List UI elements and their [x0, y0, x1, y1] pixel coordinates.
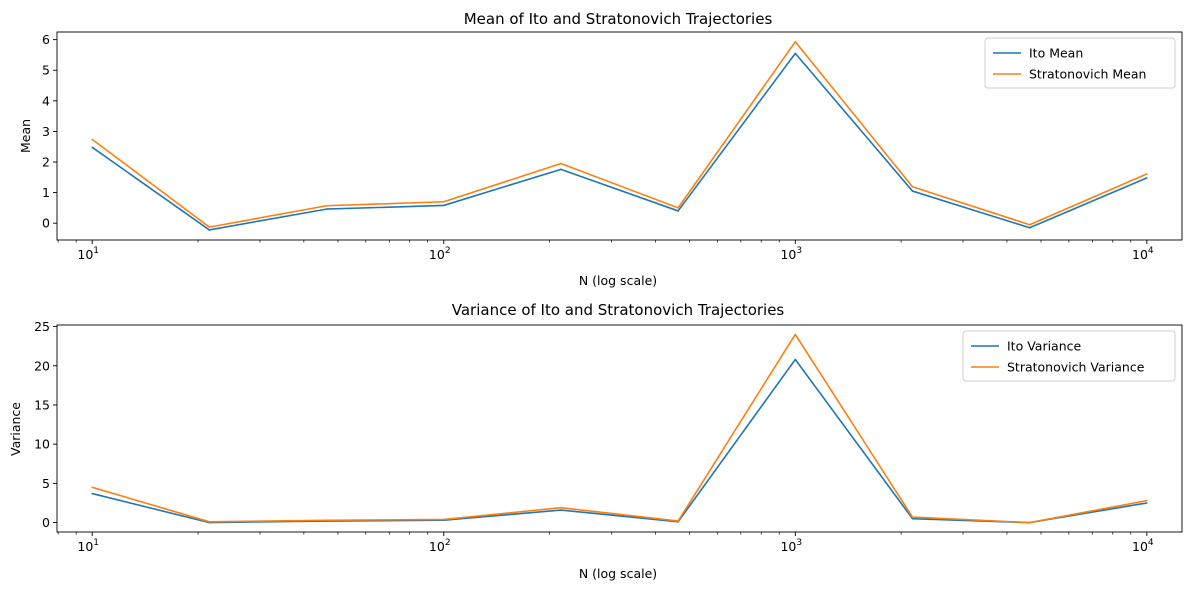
- variance-x-tick-label: 101: [77, 538, 99, 554]
- mean-x-tick-label: 102: [429, 246, 451, 262]
- mean-y-tick-label: 6: [42, 32, 50, 47]
- mean-series-line-1: [91, 40, 1148, 228]
- mean-legend-label: Stratonovich Mean: [1029, 67, 1146, 82]
- variance-x-axis-label: N (log scale): [579, 566, 657, 581]
- variance-data-point: [91, 486, 94, 489]
- variance-x-tick-label: 104: [1132, 538, 1154, 554]
- variance-legend-label: Ito Variance: [1007, 339, 1082, 354]
- mean-data-point: [560, 162, 562, 165]
- mean-axes-frame: [56, 31, 1183, 241]
- mean-y-tick-label: 3: [42, 124, 50, 139]
- variance-data-point: [677, 520, 679, 522]
- mean-data-point: [1028, 226, 1031, 229]
- variance-y-tick-label: 25: [34, 319, 50, 334]
- mean-data-point: [442, 200, 445, 203]
- variance-subplot: Variance of Ito and Stratonovich Traject…: [8, 301, 1183, 581]
- variance-data-point: [1146, 502, 1148, 504]
- variance-data-point: [1028, 521, 1031, 524]
- mean-x-tick-label: 103: [780, 246, 802, 262]
- variance-axes-frame: [56, 324, 1183, 533]
- mean-data-point: [1146, 177, 1148, 179]
- mean-y-tick-label: 2: [42, 155, 50, 170]
- variance-legend-label: Stratonovich Variance: [1007, 360, 1145, 375]
- mean-x-tick-label: 101: [77, 246, 99, 262]
- mean-data-point: [442, 204, 445, 207]
- variance-series-line-1: [91, 333, 1147, 524]
- variance-data-point: [911, 516, 914, 518]
- mean-series-line-0: [91, 52, 1148, 231]
- variance-data-point: [442, 518, 445, 521]
- mean-data-point: [208, 226, 211, 228]
- mean-data-point: [325, 204, 328, 207]
- mean-x-tick-label: 104: [1132, 246, 1154, 262]
- variance-y-tick-label: 0: [42, 515, 50, 530]
- mean-y-tick-label: 5: [42, 63, 50, 78]
- variance-legend: [962, 330, 1176, 382]
- mean-y-tick-label: 1: [42, 185, 50, 200]
- variance-data-point: [794, 333, 797, 336]
- variance-data-point: [560, 506, 562, 509]
- mean-data-point: [794, 52, 797, 55]
- variance-data-point: [1146, 499, 1148, 502]
- variance-data-point: [91, 492, 94, 495]
- mean-legend-label: Ito Mean: [1029, 46, 1083, 61]
- variance-y-tick-label: 5: [42, 476, 50, 491]
- mean-y-tick-label: 4: [42, 93, 50, 108]
- mean-data-point: [325, 208, 328, 210]
- mean-x-axis-label: N (log scale): [579, 273, 657, 288]
- mean-y-tick-label: 0: [42, 216, 50, 231]
- mean-chart-title: Mean of Ito and Stratonovich Trajectorie…: [464, 10, 773, 28]
- mean-data-point: [911, 190, 914, 192]
- variance-chart-title: Variance of Ito and Stratonovich Traject…: [452, 301, 785, 319]
- mean-data-point: [911, 185, 914, 188]
- mean-data-point: [794, 40, 797, 43]
- variance-data-point: [911, 517, 914, 520]
- mean-subplot: Mean of Ito and Stratonovich Trajectorie…: [18, 10, 1183, 288]
- variance-y-tick-label: 15: [34, 397, 50, 412]
- variance-y-tick-label: 10: [34, 437, 50, 452]
- variance-data-point: [560, 509, 562, 511]
- variance-data-point: [208, 521, 211, 523]
- variance-y-tick-label: 20: [34, 358, 50, 373]
- variance-series-line-0: [92, 358, 1147, 524]
- mean-data-point: [560, 168, 562, 171]
- mean-data-point: [91, 138, 94, 141]
- variance-data-point: [325, 519, 328, 522]
- mean-data-point: [1028, 223, 1031, 226]
- mean-legend: [984, 37, 1176, 89]
- mean-data-point: [91, 146, 94, 149]
- variance-data-point: [794, 358, 797, 361]
- mean-data-point: [677, 210, 679, 212]
- mean-data-point: [208, 229, 211, 231]
- variance-y-axis-label: Variance: [8, 402, 23, 456]
- variance-x-tick-label: 103: [780, 538, 802, 554]
- mean-data-point: [1146, 173, 1148, 175]
- mean-y-axis-label: Mean: [18, 119, 33, 153]
- mean-data-point: [677, 207, 679, 209]
- variance-x-tick-label: 102: [429, 538, 451, 554]
